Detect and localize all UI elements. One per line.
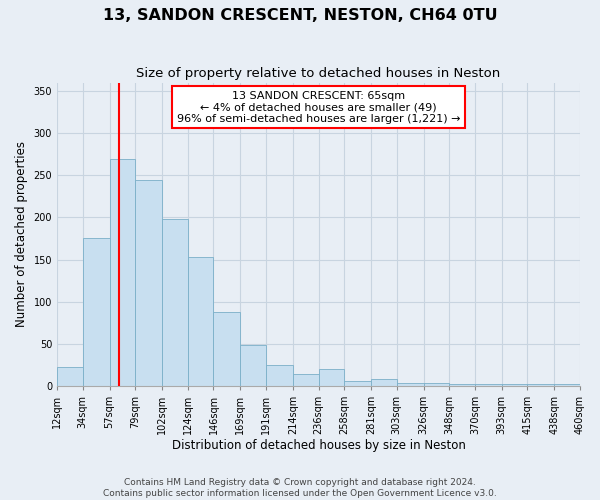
Y-axis label: Number of detached properties: Number of detached properties — [15, 142, 28, 328]
Bar — [214, 312, 241, 386]
Bar — [371, 379, 397, 386]
Bar — [502, 384, 527, 386]
Bar — [162, 219, 188, 386]
Bar — [527, 384, 554, 386]
Bar — [135, 180, 162, 386]
Bar — [83, 238, 110, 386]
Bar — [449, 384, 475, 386]
Bar — [241, 345, 266, 386]
Bar — [554, 384, 580, 386]
Bar — [344, 382, 371, 386]
Bar — [110, 158, 135, 386]
Bar — [424, 383, 449, 386]
Bar — [293, 374, 319, 386]
X-axis label: Distribution of detached houses by size in Neston: Distribution of detached houses by size … — [172, 440, 466, 452]
Bar — [188, 257, 214, 386]
Bar — [475, 384, 502, 386]
Text: 13 SANDON CRESCENT: 65sqm
← 4% of detached houses are smaller (49)
96% of semi-d: 13 SANDON CRESCENT: 65sqm ← 4% of detach… — [177, 90, 460, 124]
Text: 13, SANDON CRESCENT, NESTON, CH64 0TU: 13, SANDON CRESCENT, NESTON, CH64 0TU — [103, 8, 497, 22]
Title: Size of property relative to detached houses in Neston: Size of property relative to detached ho… — [136, 68, 500, 80]
Bar — [266, 364, 293, 386]
Bar — [397, 383, 424, 386]
Bar — [319, 368, 344, 386]
Bar — [57, 367, 83, 386]
Text: Contains HM Land Registry data © Crown copyright and database right 2024.
Contai: Contains HM Land Registry data © Crown c… — [103, 478, 497, 498]
